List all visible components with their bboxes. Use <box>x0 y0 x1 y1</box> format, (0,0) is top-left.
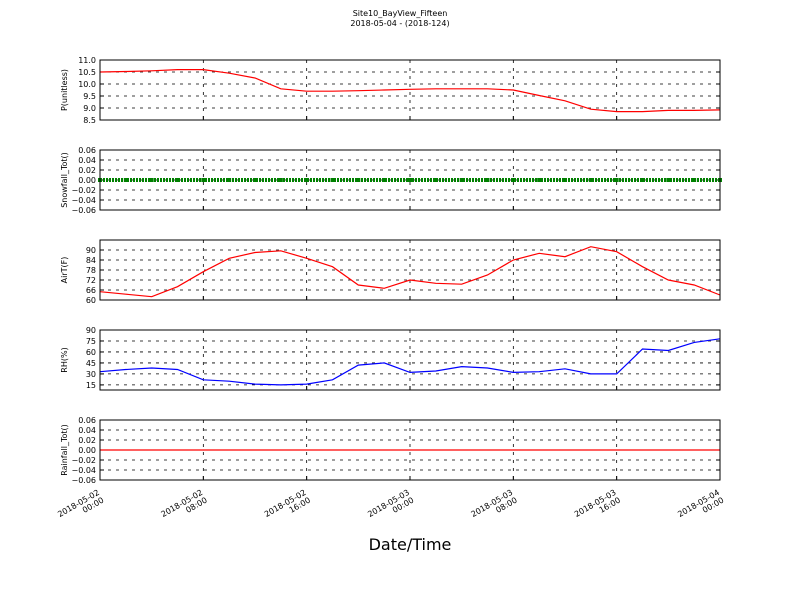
y-tick-label: 0.04 <box>78 156 96 165</box>
y-tick-label: 9.5 <box>83 92 96 101</box>
chart-title: Site10_BayView_Fifteen <box>353 9 448 18</box>
y-axis-label: RH(%) <box>60 347 69 372</box>
marker <box>433 178 438 182</box>
plot-frame <box>99 419 721 481</box>
y-tick-label: 0.06 <box>78 416 96 425</box>
y-axis-label: Snowfall_Tot() <box>60 152 69 208</box>
marker <box>511 178 516 182</box>
y-tick-label: 10.5 <box>78 68 96 77</box>
plot-frame <box>99 59 721 121</box>
y-tick-label: −0.02 <box>71 186 96 195</box>
chart-subtitle: 2018-05-04 - (2018-124) <box>350 19 449 28</box>
y-tick-label: −0.04 <box>71 196 96 205</box>
x-tick-label: 2018-05-0216:00 <box>263 488 312 527</box>
data-line <box>99 338 721 386</box>
y-tick-label: 30 <box>86 370 96 379</box>
y-tick-label: 0.02 <box>78 436 96 445</box>
x-tick-label: 2018-05-0400:00 <box>676 488 725 527</box>
data-line <box>99 246 721 298</box>
marker <box>175 178 180 182</box>
y-tick-label: 60 <box>86 296 96 305</box>
y-tick-label: 0.02 <box>78 166 96 175</box>
y-tick-label: 90 <box>86 246 96 255</box>
y-tick-label: 60 <box>86 348 96 357</box>
y-axis-label: Rainfall_Tot() <box>60 424 69 476</box>
y-tick-label: 84 <box>86 256 96 265</box>
y-tick-label: 0.00 <box>78 446 96 455</box>
plot-frame <box>99 239 721 301</box>
y-tick-label: 0.04 <box>78 426 96 435</box>
y-tick-label: 8.5 <box>83 116 96 125</box>
plot-frame <box>99 329 721 391</box>
y-tick-label: −0.06 <box>71 476 96 485</box>
y-tick-label: −0.04 <box>71 466 96 475</box>
plot-frame <box>99 149 721 211</box>
y-tick-label: 66 <box>86 286 96 295</box>
marker <box>640 178 645 182</box>
y-axis-label: P(unitless) <box>60 69 69 111</box>
x-tick-label: 2018-05-0300:00 <box>366 488 415 527</box>
y-tick-label: 78 <box>86 266 96 275</box>
y-tick-label: 75 <box>86 337 96 346</box>
y-tick-label: 9.0 <box>83 104 96 113</box>
y-tick-label: 11.0 <box>78 56 96 65</box>
x-tick-label: 2018-05-0316:00 <box>573 488 622 527</box>
y-tick-label: 45 <box>86 359 96 368</box>
y-tick-label: 0.06 <box>78 146 96 155</box>
y-tick-label: 15 <box>86 381 96 390</box>
y-tick-label: 10.0 <box>78 80 96 89</box>
y-tick-label: 0.00 <box>78 176 96 185</box>
y-tick-label: −0.02 <box>71 456 96 465</box>
y-tick-label: 90 <box>86 326 96 335</box>
x-tick-label: 2018-05-0308:00 <box>470 488 519 527</box>
x-axis-label: Date/Time <box>369 535 452 554</box>
x-tick-label: 2018-05-0208:00 <box>160 488 209 527</box>
y-tick-label: −0.06 <box>71 206 96 215</box>
data-line <box>99 69 721 113</box>
marker <box>382 178 387 182</box>
x-tick-label: 2018-05-0200:00 <box>56 488 105 527</box>
y-axis-label: AirT(F) <box>60 257 69 284</box>
y-tick-label: 72 <box>86 276 96 285</box>
marker <box>304 178 309 182</box>
